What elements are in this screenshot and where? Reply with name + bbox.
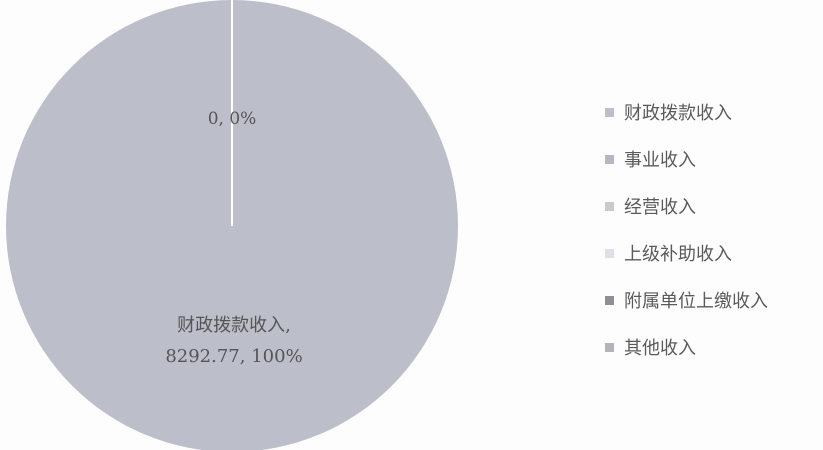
legend-swatch <box>605 248 614 258</box>
legend-label: 上级补助收入 <box>624 244 732 265</box>
legend-item: 附属单位上缴收入 <box>605 288 768 312</box>
legend: 财政拨款收入 事业收入 经营收入 上级补助收入 附属单位上缴收入 其他收入 <box>605 100 768 382</box>
legend-label: 财政拨款收入 <box>624 103 732 124</box>
legend-label: 附属单位上缴收入 <box>624 291 768 312</box>
data-label-main-name: 财政拨款收入, <box>177 315 291 336</box>
legend-label: 经营收入 <box>624 197 696 218</box>
data-label-zero: 0, 0% <box>208 109 257 129</box>
legend-swatch <box>605 154 614 164</box>
legend-item: 财政拨款收入 <box>605 100 768 124</box>
legend-swatch <box>605 107 614 117</box>
legend-label: 其他收入 <box>624 338 696 359</box>
legend-item: 其他收入 <box>605 335 768 359</box>
data-label-main-value: 8292.77, 100% <box>165 346 302 367</box>
legend-swatch <box>605 201 614 211</box>
legend-swatch <box>605 295 614 305</box>
legend-item: 事业收入 <box>605 147 768 171</box>
legend-item: 上级补助收入 <box>605 241 768 265</box>
legend-label: 事业收入 <box>624 150 696 171</box>
legend-swatch <box>605 342 614 352</box>
legend-item: 经营收入 <box>605 194 768 218</box>
